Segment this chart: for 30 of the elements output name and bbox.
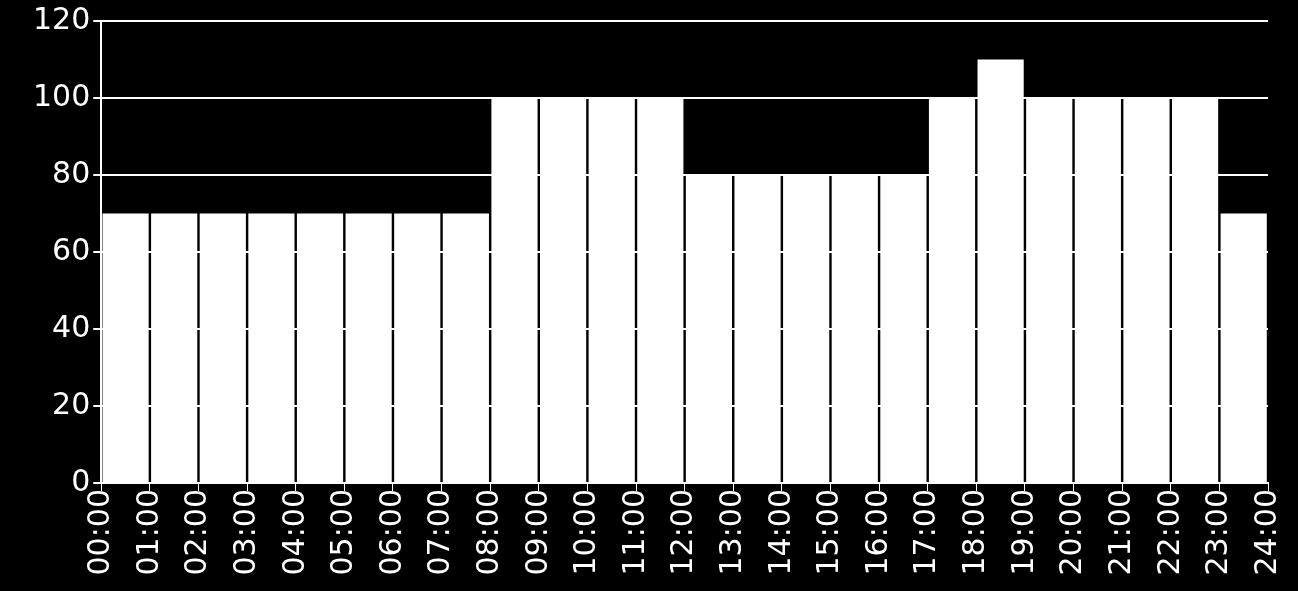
x-tick-label: 17:00 [907, 489, 943, 576]
y-tick-label: 100 [33, 77, 91, 113]
x-tick-label: 18:00 [956, 489, 992, 576]
x-tick-label: 08:00 [469, 489, 505, 576]
x-tick-label: 12:00 [664, 489, 700, 576]
x-tick-label: 11:00 [615, 489, 651, 576]
y-tick-label: 60 [52, 231, 91, 267]
y-tick-label: 120 [33, 0, 91, 36]
x-tick-label: 15:00 [810, 489, 846, 576]
x-tick-label: 07:00 [421, 489, 457, 576]
x-tick-label: 13:00 [713, 489, 749, 576]
x-tick-label: 10:00 [567, 489, 603, 576]
x-tick-label: 20:00 [1053, 489, 1089, 576]
x-tick-label: 19:00 [1004, 489, 1040, 576]
y-tick-label: 80 [52, 154, 91, 190]
x-tick-label: 14:00 [761, 489, 797, 576]
x-tick-label: 21:00 [1101, 489, 1137, 576]
x-tick-label: 04:00 [275, 489, 311, 576]
x-tick-label: 24:00 [1247, 489, 1283, 576]
y-tick-label: 20 [52, 385, 91, 421]
y-tick-label: 40 [52, 308, 91, 344]
x-tick-label: 06:00 [372, 489, 408, 576]
x-tick-label: 03:00 [226, 489, 262, 576]
x-tick-label: 02:00 [178, 489, 214, 576]
x-tick-label: 16:00 [858, 489, 894, 576]
x-tick-label: 05:00 [324, 489, 360, 576]
x-tick-label: 09:00 [518, 489, 554, 576]
x-tick-label: 23:00 [1199, 489, 1235, 576]
x-tick-label: 22:00 [1150, 489, 1186, 576]
x-tick-label: 01:00 [129, 489, 165, 576]
